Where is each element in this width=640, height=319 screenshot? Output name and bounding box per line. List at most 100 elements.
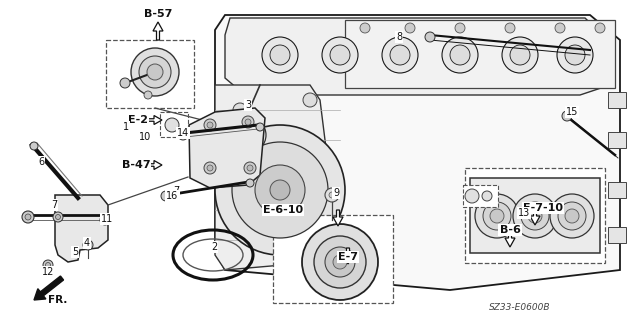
Circle shape <box>245 119 251 125</box>
Circle shape <box>360 23 370 33</box>
Circle shape <box>233 103 247 117</box>
Text: 4: 4 <box>84 238 90 248</box>
Circle shape <box>425 32 435 42</box>
Circle shape <box>139 56 171 88</box>
Circle shape <box>558 202 586 230</box>
Circle shape <box>565 45 585 65</box>
Polygon shape <box>55 195 108 262</box>
Circle shape <box>329 192 335 198</box>
Text: 11: 11 <box>101 214 113 224</box>
Text: 15: 15 <box>566 107 578 117</box>
Polygon shape <box>215 15 620 290</box>
Text: SZ33-E0600B: SZ33-E0600B <box>489 303 551 313</box>
Circle shape <box>43 260 53 270</box>
Polygon shape <box>225 18 610 95</box>
Circle shape <box>131 48 179 96</box>
Circle shape <box>53 212 63 222</box>
Text: 8: 8 <box>396 32 402 42</box>
Text: 6: 6 <box>38 157 44 167</box>
Bar <box>106 40 194 108</box>
Circle shape <box>303 93 317 107</box>
Text: E-7-10: E-7-10 <box>523 203 563 213</box>
Text: 2: 2 <box>211 242 217 252</box>
Text: 7: 7 <box>173 186 179 196</box>
Circle shape <box>100 215 110 225</box>
Text: E-2: E-2 <box>128 115 148 125</box>
Circle shape <box>22 211 34 223</box>
Circle shape <box>513 194 557 238</box>
Text: B-6: B-6 <box>500 225 520 235</box>
FancyArrow shape <box>530 207 540 225</box>
Circle shape <box>333 255 347 269</box>
Circle shape <box>165 118 179 132</box>
Circle shape <box>256 123 264 131</box>
Circle shape <box>56 214 61 219</box>
Circle shape <box>595 23 605 33</box>
FancyArrow shape <box>153 22 163 40</box>
Circle shape <box>246 179 254 187</box>
Text: E-6-10: E-6-10 <box>263 205 303 215</box>
Circle shape <box>325 188 339 202</box>
Circle shape <box>223 148 237 162</box>
Circle shape <box>238 125 258 145</box>
Text: 7: 7 <box>51 200 57 210</box>
Circle shape <box>161 191 171 201</box>
Circle shape <box>247 165 253 171</box>
Bar <box>608 132 626 148</box>
Circle shape <box>314 236 366 288</box>
Bar <box>465 168 605 263</box>
Bar <box>608 182 626 198</box>
Circle shape <box>207 165 213 171</box>
Circle shape <box>25 214 31 220</box>
Circle shape <box>302 224 378 300</box>
FancyArrow shape <box>147 160 162 169</box>
FancyArrow shape <box>147 115 162 124</box>
Circle shape <box>483 202 511 230</box>
Circle shape <box>450 45 470 65</box>
FancyArrow shape <box>34 276 63 300</box>
Polygon shape <box>345 20 615 88</box>
Circle shape <box>405 23 415 33</box>
Circle shape <box>204 162 216 174</box>
Text: 5: 5 <box>72 247 78 257</box>
Circle shape <box>120 78 130 88</box>
Text: B-47: B-47 <box>122 160 150 170</box>
Circle shape <box>147 64 163 80</box>
Circle shape <box>204 119 216 131</box>
Circle shape <box>562 111 572 121</box>
Circle shape <box>178 130 188 140</box>
Circle shape <box>521 202 549 230</box>
Circle shape <box>510 45 530 65</box>
Circle shape <box>270 180 290 200</box>
Text: 3: 3 <box>245 100 251 110</box>
Circle shape <box>557 37 593 73</box>
Circle shape <box>442 37 478 73</box>
Circle shape <box>207 122 213 128</box>
Text: 12: 12 <box>42 267 54 277</box>
FancyArrow shape <box>343 248 353 264</box>
Circle shape <box>475 194 519 238</box>
Bar <box>608 227 626 243</box>
Circle shape <box>244 162 256 174</box>
FancyArrow shape <box>505 229 515 247</box>
Text: 10: 10 <box>139 132 151 142</box>
Circle shape <box>144 91 152 99</box>
Polygon shape <box>215 85 340 270</box>
Text: B-57: B-57 <box>144 9 172 19</box>
Circle shape <box>232 142 328 238</box>
Bar <box>160 112 188 137</box>
Circle shape <box>255 165 305 215</box>
Text: E-7: E-7 <box>338 252 358 262</box>
Circle shape <box>528 209 542 223</box>
Circle shape <box>555 23 565 33</box>
Circle shape <box>230 117 266 153</box>
Circle shape <box>565 209 579 223</box>
Bar <box>463 185 498 207</box>
Circle shape <box>502 37 538 73</box>
Circle shape <box>490 209 504 223</box>
Circle shape <box>382 37 418 73</box>
Circle shape <box>322 37 358 73</box>
Bar <box>273 215 393 303</box>
FancyArrow shape <box>333 210 343 226</box>
Text: 9: 9 <box>333 188 339 198</box>
